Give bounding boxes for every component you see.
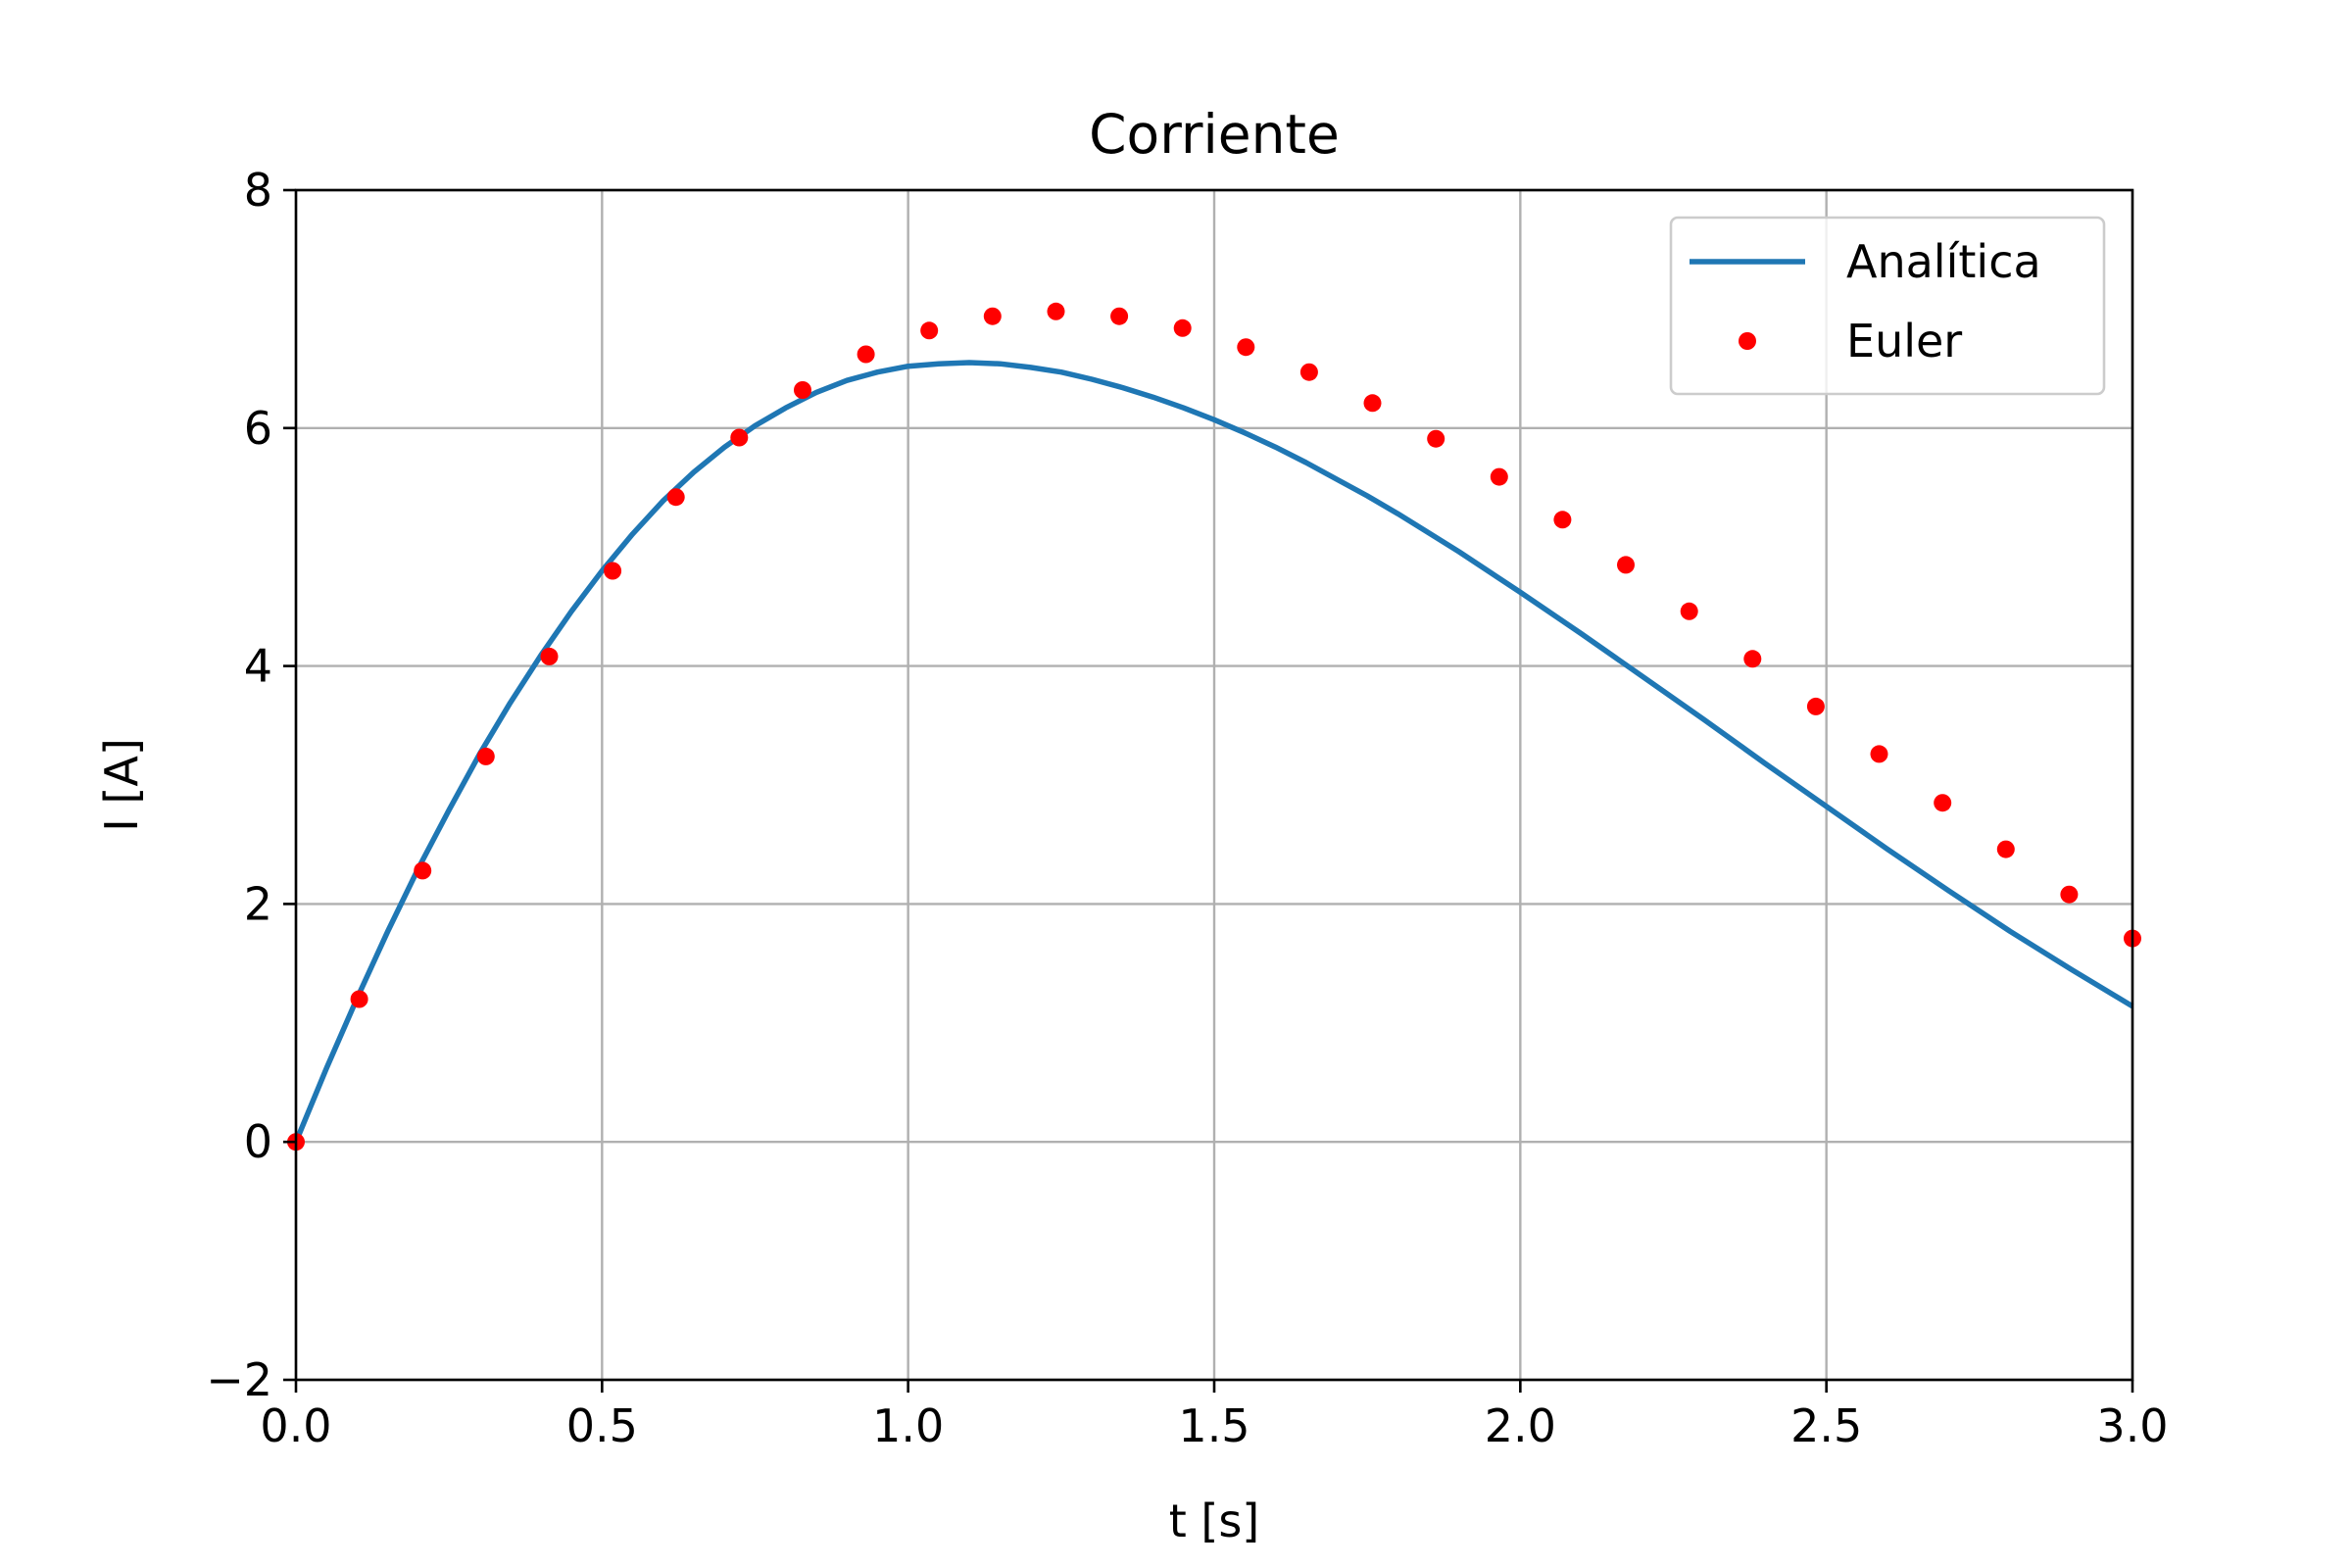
y-tick-label: 6 bbox=[244, 402, 272, 455]
series-euler-point bbox=[1110, 307, 1129, 325]
y-tick-label: 2 bbox=[244, 877, 272, 930]
x-tick-label: 0.5 bbox=[566, 1399, 638, 1452]
series-euler-point bbox=[1934, 794, 1952, 812]
series-euler-point bbox=[730, 428, 749, 447]
series-euler-point bbox=[1427, 429, 1446, 448]
legend-label-euler: Euler bbox=[1846, 315, 1962, 368]
y-tick-label: 4 bbox=[244, 640, 272, 693]
series-euler-point bbox=[857, 345, 875, 364]
x-tick-label: 1.0 bbox=[872, 1399, 944, 1452]
series-euler-point bbox=[666, 488, 685, 507]
series-euler-point bbox=[1363, 394, 1382, 413]
plot-area bbox=[287, 302, 2141, 1152]
series-euler-point bbox=[350, 990, 368, 1008]
series-euler-point bbox=[1553, 511, 1572, 529]
legend: Analítica Euler bbox=[1669, 216, 2106, 396]
series-euler-point bbox=[2060, 885, 2079, 904]
ticks: 0.0 0.5 1.0 1.5 2.0 2.5 3.0 −2 0 2 4 6 8 bbox=[206, 164, 2168, 1452]
series-euler-point bbox=[414, 861, 432, 880]
y-tick-label: 8 bbox=[244, 164, 272, 217]
series-euler-point bbox=[1617, 556, 1635, 574]
x-axis-label: t [s] bbox=[1169, 1494, 1260, 1547]
series-euler-point bbox=[540, 647, 559, 665]
x-tick-label: 1.5 bbox=[1178, 1399, 1250, 1452]
series-euler-point bbox=[1870, 745, 1888, 763]
x-tick-label: 2.5 bbox=[1790, 1399, 1862, 1452]
y-tick-label: −2 bbox=[206, 1353, 272, 1406]
series-euler-point bbox=[983, 307, 1002, 325]
y-tick-label: 0 bbox=[244, 1115, 272, 1168]
series-analitica-line bbox=[293, 360, 2134, 1144]
series-euler-point bbox=[604, 562, 622, 580]
series-euler-point bbox=[1680, 602, 1698, 620]
series-euler-point bbox=[1743, 650, 1762, 668]
series-euler-point bbox=[476, 747, 495, 765]
series-euler-point bbox=[1996, 840, 2015, 858]
series-euler-point bbox=[1806, 697, 1825, 715]
x-tick-label: 0.0 bbox=[260, 1399, 331, 1452]
x-tick-label: 2.0 bbox=[1485, 1399, 1556, 1452]
x-tick-label: 3.0 bbox=[2096, 1399, 2168, 1452]
series-euler-point bbox=[1490, 467, 1508, 486]
series-euler-point bbox=[1047, 302, 1065, 320]
legend-swatch-euler bbox=[1739, 332, 1756, 350]
series-euler-point bbox=[794, 381, 811, 399]
series-euler-point bbox=[920, 321, 939, 340]
series-euler-point bbox=[1173, 318, 1192, 337]
legend-label-analitica: Analítica bbox=[1846, 235, 2041, 288]
series-euler-point bbox=[1237, 338, 1255, 357]
y-axis-label: I [A] bbox=[95, 738, 148, 832]
chart-title: Corriente bbox=[1089, 103, 1340, 166]
series-euler-point bbox=[1299, 363, 1318, 381]
